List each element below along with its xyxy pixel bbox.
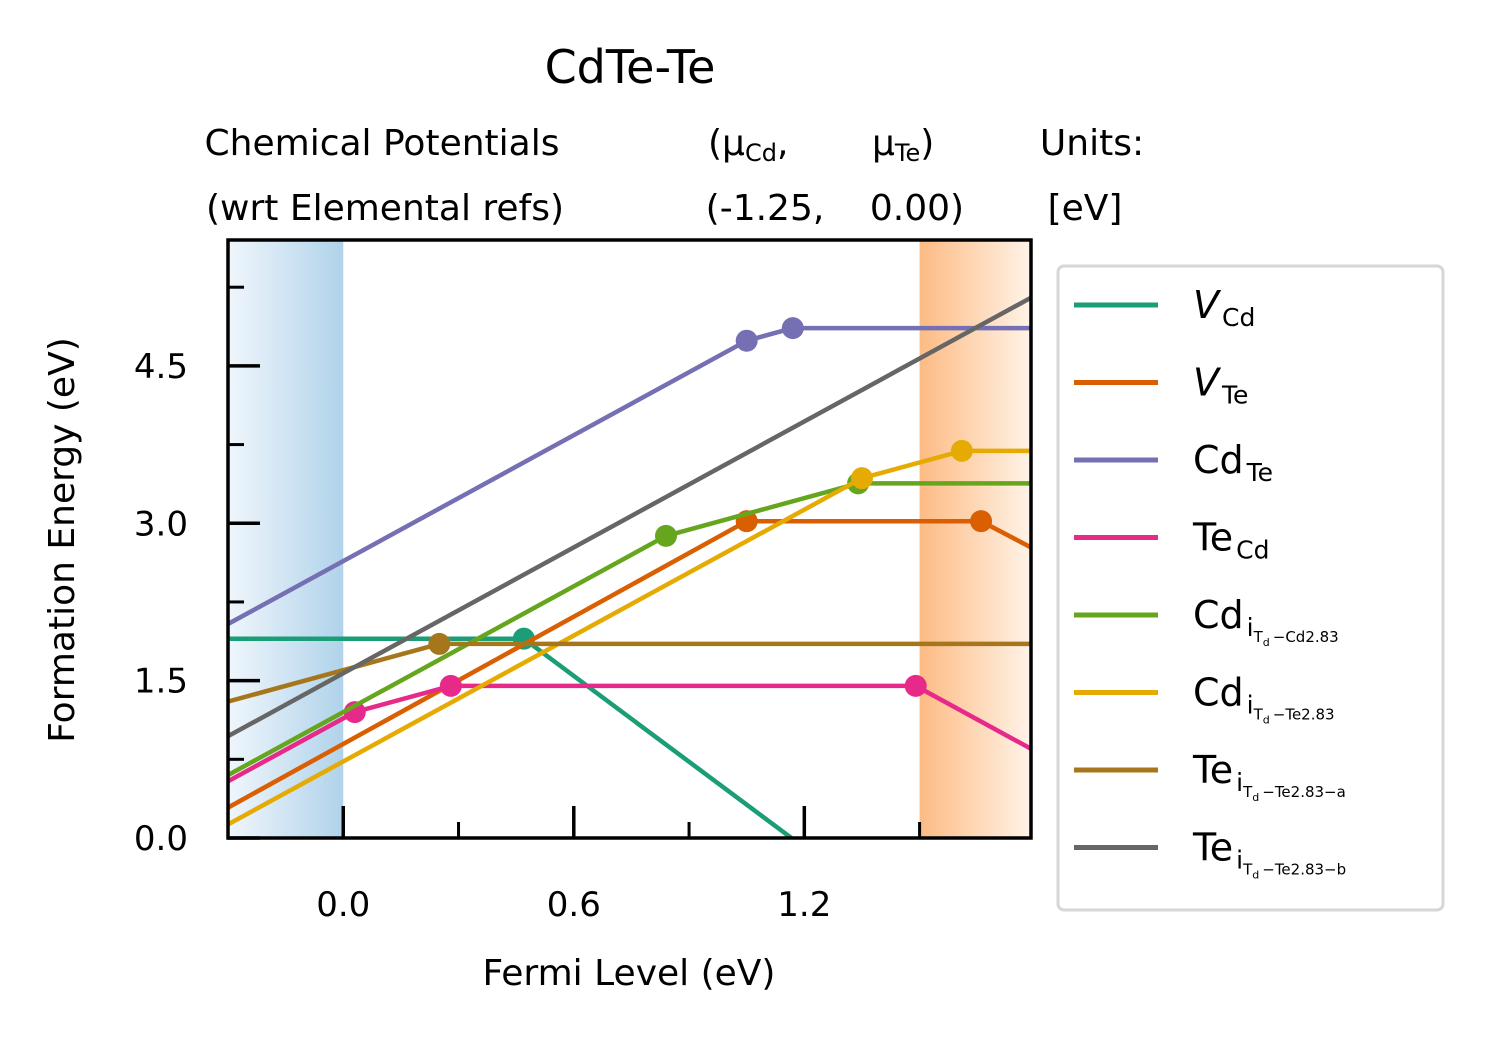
header-mu-cd: (μ (708, 123, 745, 164)
legend-label: V Cd (1193, 283, 1255, 332)
header-close-paren: ) (920, 123, 934, 164)
header-mu-labels: (μCd, (708, 123, 788, 167)
header-mu-te: μ (872, 123, 895, 164)
legend-entry-3: Te Cd (1074, 516, 1269, 565)
header-wrt-refs: (wrt Elemental refs) (206, 188, 564, 229)
header-units: Units: (1040, 123, 1144, 164)
series-5 (228, 439, 1031, 827)
series-1-marker-1 (970, 510, 993, 533)
plot-frame (226, 238, 1033, 840)
header-comma: , (777, 123, 788, 164)
legend-entry-0: V Cd (1074, 283, 1255, 332)
series-line-2 (228, 325, 1031, 626)
series-layer (228, 295, 1031, 838)
series-2-marker-0 (735, 329, 758, 352)
legend-entry-2: Cd Te (1074, 438, 1273, 487)
header-mu-cd-sub: Cd (745, 139, 777, 167)
series-line-1 (228, 518, 1031, 810)
legend-label: V Te (1193, 361, 1248, 410)
legend-label: Te Cd (1192, 516, 1269, 565)
series-3-marker-1 (439, 674, 462, 697)
series-3-marker-2 (904, 674, 927, 697)
series-6-marker-0 (428, 632, 451, 655)
series-4-marker-0 (655, 524, 677, 547)
legend-label: Cd iTd −Cd2.83 (1193, 593, 1339, 649)
y-tick-label: 4.5 (134, 347, 188, 387)
y-tick-label: 1.5 (134, 662, 188, 702)
legend-entry-1: V Te (1074, 361, 1248, 410)
series-6 (228, 632, 1031, 704)
series-line-3 (228, 683, 1031, 784)
legend-entry-6: Te iTd −Te2.83−a (1074, 748, 1346, 804)
plot-area: 0.0 0.6 1.2 0.0 1.5 3.0 4.5 (134, 238, 1033, 925)
chemical-potentials-header: Chemical Potentials (μCd, μTe) Units: (w… (205, 123, 1145, 229)
header-chemical-potentials: Chemical Potentials (205, 123, 560, 164)
legend-label: Te iTd −Te2.83−a (1192, 748, 1346, 804)
x-tick-label: 1.2 (777, 885, 831, 925)
series-2 (228, 317, 1031, 626)
legend-entry-7: Te iTd −Te2.83−b (1074, 826, 1346, 882)
x-axis-ticks: 0.0 0.6 1.2 (316, 806, 922, 925)
chart-title: CdTe-Te (545, 40, 716, 94)
series-5-marker-1 (950, 439, 973, 462)
header-mu-te-sub: Te (894, 139, 920, 167)
series-7 (228, 295, 1031, 739)
series-line-4 (228, 481, 1031, 778)
y-axis-ticks: 0.0 1.5 3.0 4.5 (134, 285, 260, 859)
legend-entry-5: Cd iTd −Te2.83 (1074, 671, 1335, 727)
series-2-marker-1 (781, 317, 804, 340)
legend-entry-4: Cd iTd −Cd2.83 (1074, 593, 1339, 649)
legend: V Cd V Te Cd Te Te Cd Cd iTd −Cd2.83 Cd iTd −Te2.83 Te… (1056, 264, 1445, 912)
header-units-value: [eV] (1048, 188, 1123, 229)
y-tick-label: 0.0 (134, 819, 188, 859)
header-mu-te-value: 0.00) (870, 188, 964, 229)
x-tick-label: 0.0 (316, 885, 370, 925)
series-line-7 (228, 295, 1031, 739)
y-axis-label: Formation Energy (eV) (42, 337, 83, 743)
series-line-5 (228, 448, 1031, 827)
vbm-band (228, 240, 344, 838)
legend-label: Cd Te (1193, 438, 1273, 487)
series-3 (228, 674, 1031, 784)
x-axis-label: Fermi Level (eV) (483, 953, 776, 994)
series-5-marker-0 (850, 467, 873, 490)
header-mu-te-labels: μTe) (872, 123, 934, 167)
legend-entries: V Cd V Te Cd Te Te Cd Cd iTd −Cd2.83 Cd iTd −Te2.83 Te… (1074, 283, 1346, 882)
legend-label: Cd iTd −Te2.83 (1193, 671, 1335, 727)
legend-frame (1056, 264, 1445, 912)
legend-label: Te iTd −Te2.83−b (1192, 826, 1346, 882)
x-tick-label: 0.6 (547, 885, 601, 925)
y-tick-label: 3.0 (134, 504, 188, 544)
header-mu-cd-value: (-1.25, (706, 188, 825, 229)
